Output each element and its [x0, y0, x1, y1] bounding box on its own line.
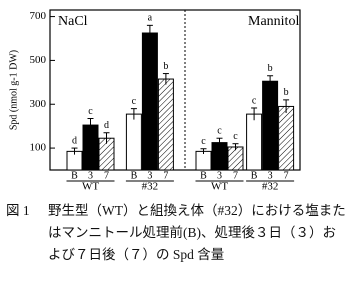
y-axis-label: Spd (nmol g-1 DW) [8, 50, 19, 130]
x-tick-label: 7 [284, 170, 289, 181]
group-label: WT [211, 181, 228, 193]
group-label: WT [82, 181, 99, 193]
group-label: #32 [142, 181, 159, 193]
x-tick-label: B [131, 170, 138, 181]
plot-frame [49, 9, 301, 171]
caption-text: 野生型（WT）と組換え体（#32）における塩またはマンニトール処理前(B)、処理… [48, 203, 346, 262]
x-tick-label: 7 [233, 170, 238, 181]
bar [82, 124, 99, 171]
significance-letter: c [233, 131, 238, 142]
y-tick-label: 300 [30, 98, 47, 110]
x-tick-label: B [251, 170, 258, 181]
y-tick-label: 100 [30, 142, 47, 154]
bar [227, 146, 244, 171]
significance-letter: c [217, 126, 222, 137]
x-tick-label: 3 [147, 170, 152, 181]
bar [125, 113, 142, 171]
chart: NaCl Spd (nmol g-1 DW) 100 300 500 700 WT d Bc 3 d… [8, 9, 301, 193]
bar [157, 78, 174, 171]
significance-letter: c [252, 95, 257, 106]
x-tick-label: 7 [163, 170, 168, 181]
y-tick-label: 500 [30, 54, 47, 66]
significance-letter: c [132, 96, 137, 107]
bar [246, 113, 263, 171]
bar [141, 32, 158, 171]
x-tick-label: 3 [88, 170, 93, 181]
significance-letter: b [163, 61, 168, 72]
caption: 図 1 野生型（WT）と組換え体（#32）における塩またはマンニトール処理前(B… [6, 200, 346, 266]
x-tick-label: 7 [104, 170, 109, 181]
figure-label: 図 1 [6, 203, 30, 218]
significance-letter: c [88, 106, 93, 117]
bar [195, 150, 212, 171]
significance-letter: b [284, 87, 289, 98]
x-tick-label: 3 [217, 170, 222, 181]
significance-letter: d [72, 135, 77, 146]
significance-letter: a [148, 13, 153, 24]
significance-letter: b [268, 63, 273, 74]
group-label: #32 [262, 181, 279, 193]
x-tick-label: B [71, 170, 78, 181]
panel-title: NaCl [58, 14, 88, 29]
significance-letter: d [104, 120, 109, 131]
x-tick-label: B [200, 170, 207, 181]
panel-title: Mannitol [248, 14, 299, 29]
x-tick-label: 3 [268, 170, 273, 181]
y-tick-label: 700 [30, 10, 47, 22]
significance-letter: c [201, 136, 206, 147]
bar [262, 80, 279, 171]
bar [278, 105, 295, 171]
